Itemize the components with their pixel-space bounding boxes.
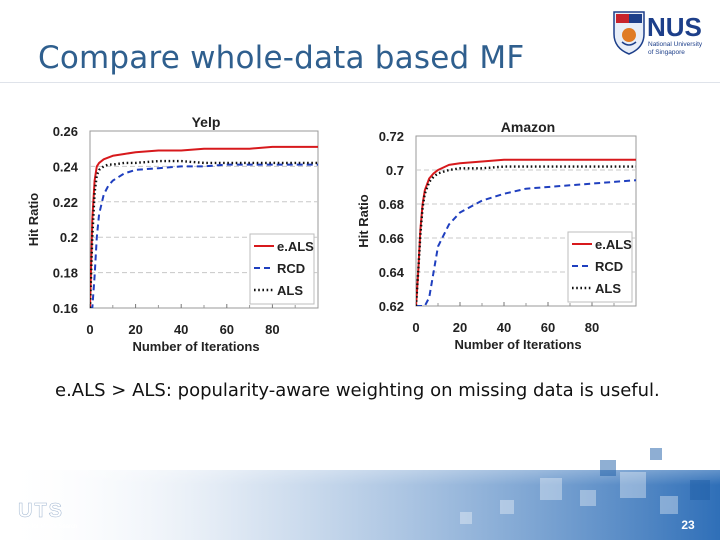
yelp-ytick-label: 0.24	[53, 159, 79, 174]
nus-crest-icon	[613, 11, 645, 55]
yelp-xtick-label: 60	[220, 322, 234, 337]
amazon-legend-box	[567, 231, 633, 303]
amazon-xtick-label: 20	[453, 320, 467, 335]
yelp-legend-label: e.ALS	[277, 239, 314, 254]
yelp-legend-label: ALS	[277, 283, 303, 298]
yelp-xtick-label: 80	[265, 322, 279, 337]
yelp-xtick-label: 20	[128, 322, 142, 337]
yelp-legend-label: RCD	[277, 261, 305, 276]
yelp-xtick-label: 0	[86, 322, 93, 337]
amazon-ytick-label: 0.68	[379, 197, 404, 212]
uts-logo-text: UTS	[18, 500, 64, 522]
uts-logo-subtext: Lab for Media Search	[20, 524, 77, 530]
nus-logo: NUS National University of Singapore	[613, 11, 703, 56]
amazon-xtick-label: 60	[541, 320, 555, 335]
amazon-legend-label: ALS	[595, 281, 621, 296]
yelp-x-axis-label: Number of Iterations	[132, 339, 259, 354]
yelp-series-rcd-line	[90, 163, 318, 308]
amazon-ytick-label: 0.72	[379, 129, 404, 144]
amazon-ytick-label: 0.66	[379, 231, 404, 246]
amazon-ytick-label: 0.62	[379, 299, 404, 314]
amazon-ytick-label: 0.7	[386, 163, 404, 178]
amazon-series-eals-line	[416, 158, 636, 306]
yelp-legend-box	[249, 233, 315, 305]
amazon-plot-frame	[415, 135, 637, 307]
amazon-xtick-label: 0	[412, 320, 419, 335]
amazon-legend-label: RCD	[595, 259, 623, 274]
amazon-y-axis-label: Hit Ratio	[356, 194, 371, 248]
amazon-xtick-label: 80	[585, 320, 599, 335]
yelp-ytick-label: 0.16	[53, 301, 78, 316]
slide-title: Compare whole-data based MF	[38, 40, 525, 76]
amazon-chart-title: Amazon	[501, 119, 555, 135]
nus-logo-subtext-1: National University	[648, 41, 703, 48]
nus-logo-subtext-2: of Singapore	[648, 49, 685, 56]
yelp-series-als-line	[90, 159, 318, 308]
yelp-chart-title: Yelp	[192, 114, 221, 130]
yelp-ytick-label: 0.26	[53, 124, 78, 139]
amazon-legend-label: e.ALS	[595, 237, 632, 252]
title-divider	[0, 82, 720, 83]
yelp-ytick-label: 0.18	[53, 266, 78, 281]
yelp-plot-frame	[89, 130, 319, 309]
amazon-x-axis-label: Number of Iterations	[454, 337, 581, 352]
yelp-xtick-label: 40	[174, 322, 188, 337]
amazon-ytick-label: 0.64	[379, 265, 405, 280]
yelp-ytick-label: 0.22	[53, 195, 78, 210]
amazon-series-rcd-line	[416, 179, 636, 306]
footer-band	[0, 430, 720, 540]
yelp-ytick-label: 0.2	[60, 230, 78, 245]
page-number: 23	[681, 518, 695, 532]
yelp-y-axis-label: Hit Ratio	[26, 193, 41, 247]
nus-logo-text: NUS	[647, 12, 702, 42]
uts-logo: UTS Lab for Media Search	[18, 500, 78, 530]
amazon-series-als-line	[416, 165, 636, 306]
yelp-series-eals-line	[90, 145, 318, 308]
slide-caption: e.ALS > ALS: popularity-aware weighting …	[55, 380, 660, 401]
amazon-xtick-label: 40	[497, 320, 511, 335]
